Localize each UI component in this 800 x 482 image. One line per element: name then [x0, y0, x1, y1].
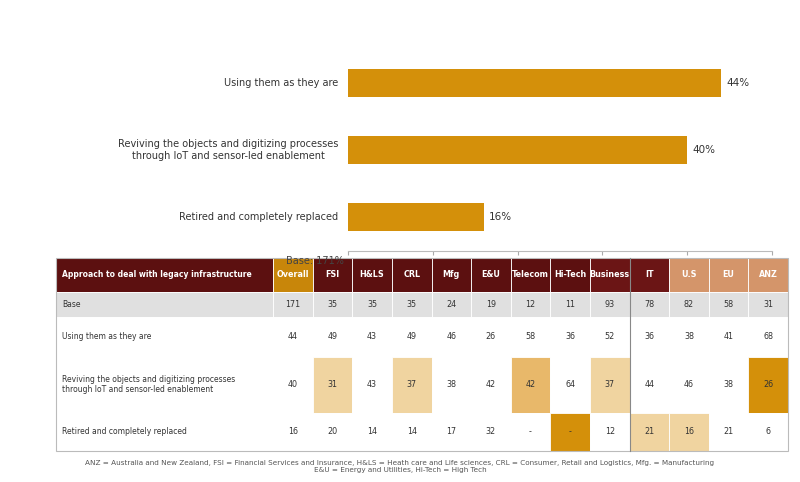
- Text: IT: IT: [645, 270, 654, 279]
- Text: FSI: FSI: [326, 270, 340, 279]
- Text: 35: 35: [367, 300, 377, 308]
- Text: EU: EU: [722, 270, 734, 279]
- Text: Business: Business: [590, 270, 630, 279]
- Text: 49: 49: [327, 333, 338, 341]
- Text: 36: 36: [644, 333, 654, 341]
- Text: 40%: 40%: [692, 145, 715, 155]
- Text: 46: 46: [446, 333, 456, 341]
- Text: -: -: [569, 427, 571, 436]
- Text: 68: 68: [763, 333, 773, 341]
- Text: Base: Base: [62, 300, 81, 308]
- Text: 26: 26: [763, 380, 774, 389]
- Text: 64: 64: [565, 380, 575, 389]
- Bar: [348, 68, 721, 97]
- Text: CRL: CRL: [403, 270, 420, 279]
- Text: 82: 82: [684, 300, 694, 308]
- Text: 41: 41: [723, 333, 734, 341]
- Text: ANZ: ANZ: [758, 270, 778, 279]
- Text: 49: 49: [406, 333, 417, 341]
- Text: 20: 20: [327, 427, 338, 436]
- Text: Hi-Tech: Hi-Tech: [554, 270, 586, 279]
- Text: U.S: U.S: [682, 270, 697, 279]
- Text: 43: 43: [367, 380, 377, 389]
- Text: 37: 37: [605, 380, 615, 389]
- Text: H&LS: H&LS: [360, 270, 385, 279]
- Text: 46: 46: [684, 380, 694, 389]
- Bar: [348, 203, 484, 231]
- Text: 52: 52: [605, 333, 615, 341]
- Text: 38: 38: [684, 333, 694, 341]
- Text: 21: 21: [723, 427, 734, 436]
- Text: 14: 14: [367, 427, 377, 436]
- Text: 31: 31: [763, 300, 773, 308]
- Text: 44: 44: [288, 333, 298, 341]
- Text: 19: 19: [486, 300, 496, 308]
- Text: Mfg: Mfg: [442, 270, 460, 279]
- Text: 32: 32: [486, 427, 496, 436]
- Text: 58: 58: [723, 300, 734, 308]
- Text: Approach to deal with legacy infrastructure: Approach to deal with legacy infrastruct…: [62, 270, 252, 279]
- Text: 12: 12: [605, 427, 615, 436]
- Text: 14: 14: [406, 427, 417, 436]
- Text: 42: 42: [526, 380, 536, 389]
- Text: 35: 35: [406, 300, 417, 308]
- Text: 12: 12: [526, 300, 536, 308]
- Text: -: -: [529, 427, 532, 436]
- Text: 58: 58: [526, 333, 536, 341]
- Text: Retired and completely replaced: Retired and completely replaced: [179, 212, 338, 222]
- Text: 17: 17: [446, 427, 456, 436]
- Text: Using them as they are: Using them as they are: [62, 333, 152, 341]
- Text: ANZ = Australia and New Zealand, FSI = Financial Services and Insurance, H&LS = : ANZ = Australia and New Zealand, FSI = F…: [86, 460, 714, 473]
- Text: 16%: 16%: [489, 212, 512, 222]
- Bar: [348, 136, 687, 164]
- Text: Using them as they are: Using them as they are: [224, 78, 338, 88]
- Text: Retired and completely replaced: Retired and completely replaced: [62, 427, 187, 436]
- Text: 6: 6: [766, 427, 770, 436]
- Text: Base: 171%: Base: 171%: [286, 256, 344, 267]
- Text: 38: 38: [723, 380, 734, 389]
- Text: E&U: E&U: [482, 270, 500, 279]
- Text: 44%: 44%: [726, 78, 750, 88]
- Text: 38: 38: [446, 380, 456, 389]
- Text: 24: 24: [446, 300, 456, 308]
- Text: 11: 11: [565, 300, 575, 308]
- Text: 93: 93: [605, 300, 615, 308]
- Text: Telecom: Telecom: [512, 270, 549, 279]
- Text: 16: 16: [288, 427, 298, 436]
- Text: 78: 78: [644, 300, 654, 308]
- Text: Overall: Overall: [277, 270, 309, 279]
- Text: 21: 21: [644, 427, 654, 436]
- Text: Reviving the objects and digitizing processes
through IoT and sensor-led enablem: Reviving the objects and digitizing proc…: [62, 375, 236, 394]
- Text: 43: 43: [367, 333, 377, 341]
- Text: 44: 44: [644, 380, 654, 389]
- Text: 42: 42: [486, 380, 496, 389]
- Text: 35: 35: [327, 300, 338, 308]
- Text: 16: 16: [684, 427, 694, 436]
- Text: 26: 26: [486, 333, 496, 341]
- Text: 37: 37: [406, 380, 417, 389]
- Text: Reviving the objects and digitizing processes
through IoT and sensor-led enablem: Reviving the objects and digitizing proc…: [118, 139, 338, 161]
- Text: 31: 31: [327, 380, 338, 389]
- Text: 36: 36: [565, 333, 575, 341]
- Text: 171: 171: [286, 300, 301, 308]
- Text: 40: 40: [288, 380, 298, 389]
